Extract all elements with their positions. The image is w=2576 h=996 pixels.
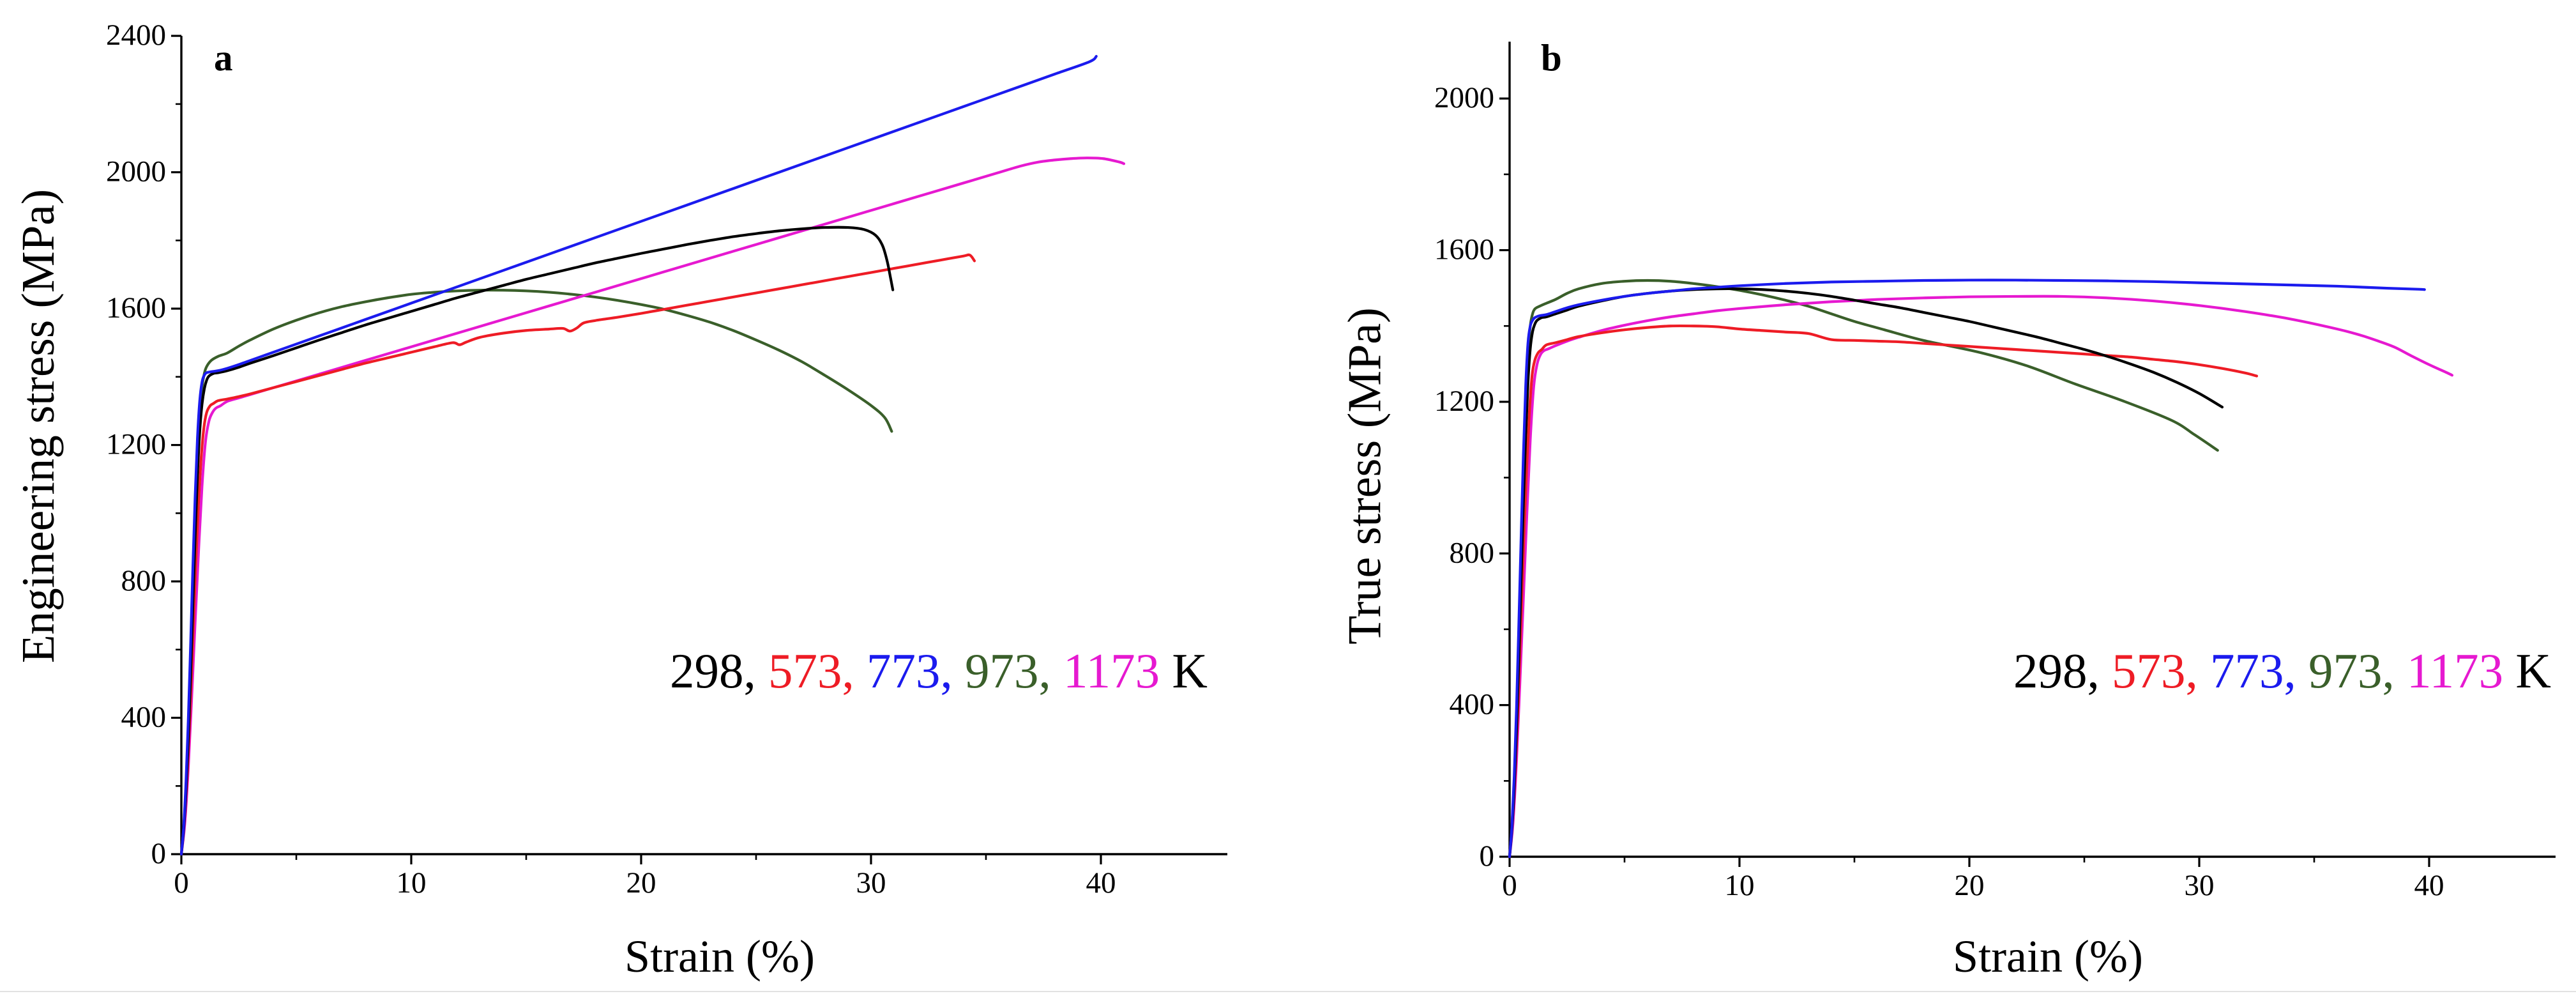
svg-text:400: 400 <box>1450 688 1495 721</box>
svg-text:Strain (%): Strain (%) <box>1953 931 2143 982</box>
svg-text:1600: 1600 <box>106 291 166 325</box>
svg-text:0: 0 <box>1480 839 1495 873</box>
svg-text:1600: 1600 <box>1434 233 1494 266</box>
svg-text:40: 40 <box>1086 866 1116 900</box>
svg-text:0: 0 <box>151 837 167 870</box>
svg-text:30: 30 <box>856 866 886 900</box>
svg-text:30: 30 <box>2185 869 2215 902</box>
svg-text:298, 573, 773, 973, 1173 K: 298, 573, 773, 973, 1173 K <box>2013 643 2551 698</box>
svg-text:Strain (%): Strain (%) <box>625 931 815 982</box>
svg-text:800: 800 <box>1450 536 1495 569</box>
svg-text:400: 400 <box>121 701 167 734</box>
svg-text:0: 0 <box>174 866 189 900</box>
svg-text:2000: 2000 <box>106 155 166 188</box>
svg-text:10: 10 <box>1725 869 1755 902</box>
svg-text:0: 0 <box>1502 869 1517 902</box>
svg-text:1200: 1200 <box>1434 385 1494 418</box>
svg-text:298, 573, 773, 973, 1173 K: 298, 573, 773, 973, 1173 K <box>670 643 1208 698</box>
svg-text:b: b <box>1541 36 1562 79</box>
svg-text:a: a <box>214 36 233 79</box>
svg-text:2400: 2400 <box>106 19 166 52</box>
svg-text:2000: 2000 <box>1434 81 1494 114</box>
svg-text:800: 800 <box>121 564 167 597</box>
svg-text:20: 20 <box>626 866 656 900</box>
svg-text:40: 40 <box>2414 869 2444 902</box>
svg-text:20: 20 <box>1955 869 1985 902</box>
svg-text:1200: 1200 <box>106 428 166 461</box>
svg-text:10: 10 <box>397 866 427 900</box>
